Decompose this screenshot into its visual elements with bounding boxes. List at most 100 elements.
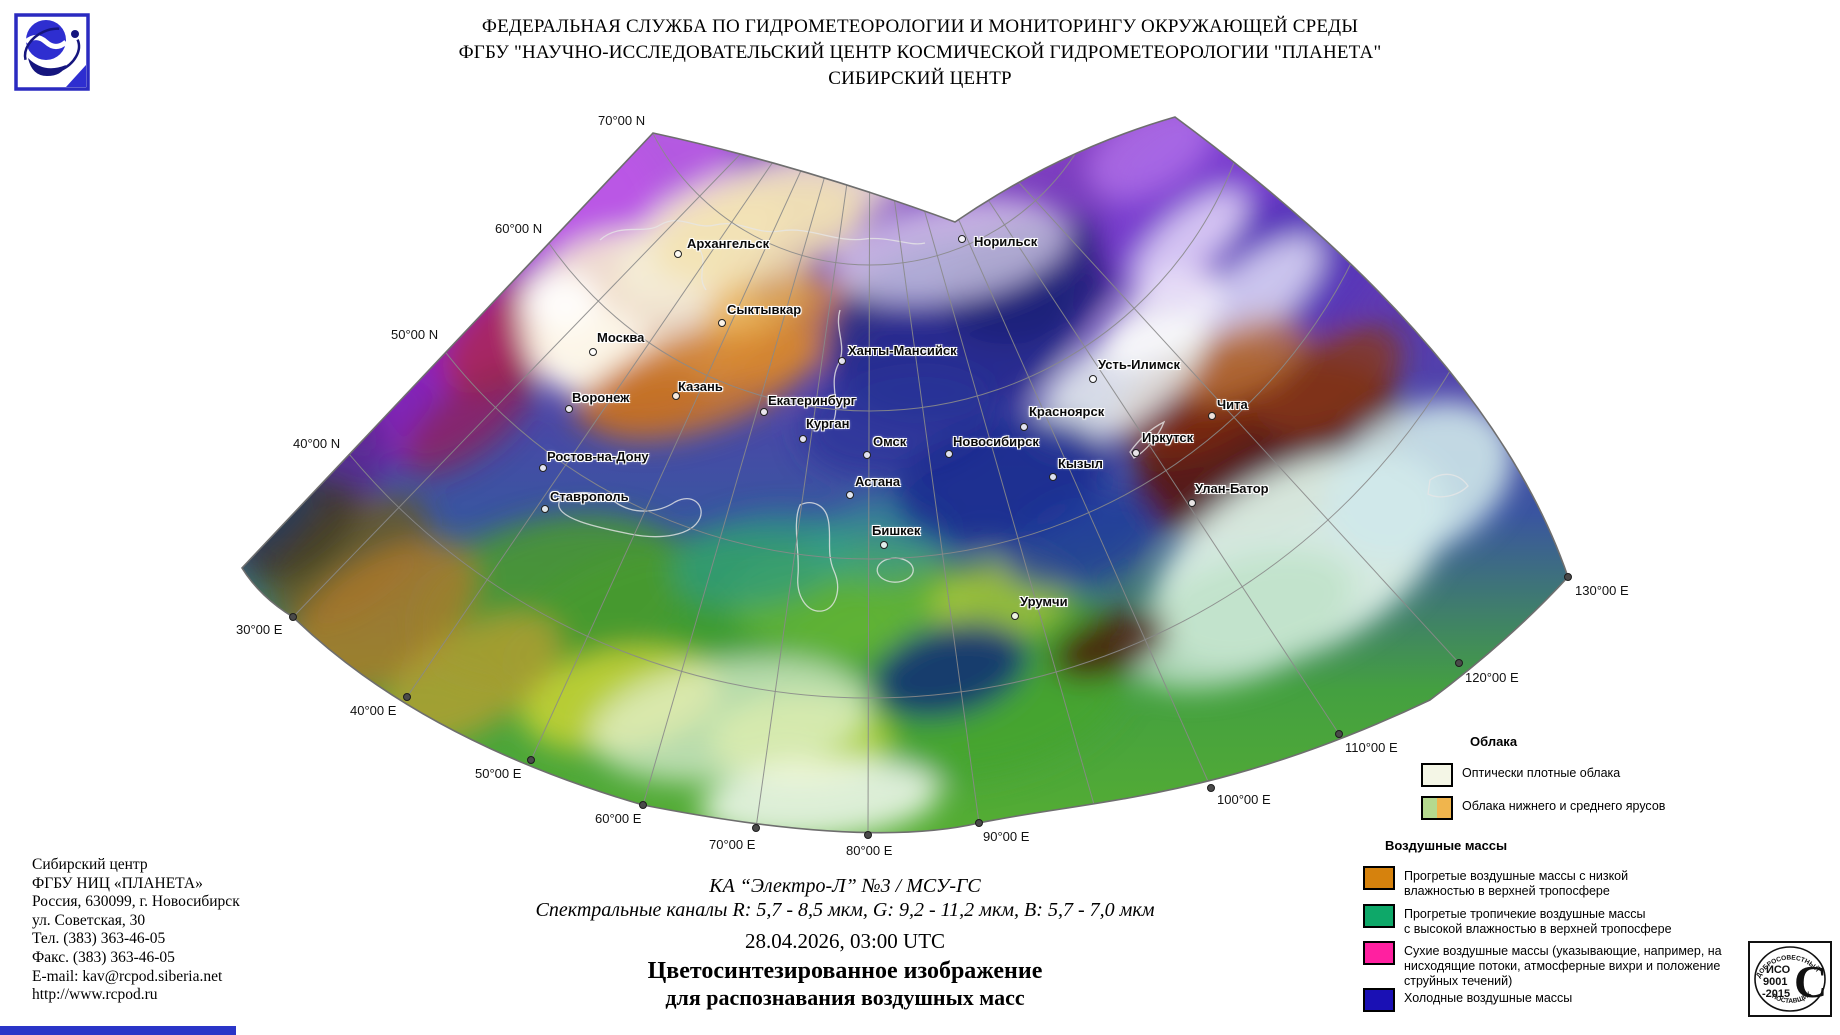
longitude-label: 60°00 E <box>595 811 642 826</box>
air-masses-legend-title: Воздушные массы <box>1385 838 1508 853</box>
contact-line: Россия, 630099, г. Новосибирск <box>32 893 240 911</box>
city-marker <box>846 491 854 499</box>
clouds-legend-title: Облака <box>1470 734 1518 749</box>
city-marker <box>760 408 768 416</box>
city-marker <box>1020 423 1028 431</box>
air-mass-legend-item: Прогретые тропичекие воздушные массы с в… <box>1363 904 1672 937</box>
svg-text:С: С <box>1794 956 1827 1007</box>
graticule-dot <box>1335 730 1343 738</box>
city-label: Ставрополь <box>550 489 629 504</box>
longitude-label: 30°00 E <box>236 622 283 637</box>
city-label: Казань <box>678 379 723 394</box>
city-marker <box>541 505 549 513</box>
air-mass-legend-item: Сухие воздушные массы (указывающие, напр… <box>1363 941 1722 989</box>
city-marker <box>589 348 597 356</box>
svg-text:9001: 9001 <box>1763 976 1787 988</box>
longitude-label: 50°00 E <box>475 766 522 781</box>
city-marker <box>945 450 953 458</box>
swatch-color <box>1365 906 1393 926</box>
city-label: Чита <box>1217 397 1248 412</box>
footer-accent-bar <box>0 1026 236 1035</box>
city-label: Астана <box>855 474 901 489</box>
swatch-color <box>1365 868 1393 888</box>
air-mass-swatch <box>1363 941 1395 965</box>
svg-text:-2015: -2015 <box>1762 988 1790 1000</box>
longitude-label: 110°00 E <box>1345 740 1398 755</box>
swatch-color <box>1365 943 1393 963</box>
clouds-legend-label: Оптически плотные облака <box>1462 766 1621 780</box>
city-label: Воронеж <box>572 390 630 405</box>
city-marker <box>1188 499 1196 507</box>
longitude-label: 70°00 E <box>709 837 756 852</box>
city-marker <box>672 392 680 400</box>
latitude-label: 60°00 N <box>495 221 543 236</box>
city-label: Курган <box>806 416 850 431</box>
longitude-label: 130°00 E <box>1575 583 1629 598</box>
city-marker <box>1132 449 1140 457</box>
latitude-label: 50°00 N <box>391 327 439 342</box>
city-marker <box>1208 412 1216 420</box>
air-mass-legend-item: Холодные воздушные массы <box>1363 988 1572 1012</box>
caption-line-2: для распознавания воздушных масс <box>665 985 1025 1010</box>
iso-9001-badge: С ИСО 9001 -2015 ДОБРОСОВЕСТНЫЙ ПОСТАВЩИ… <box>1748 941 1832 1017</box>
graticule-dot <box>289 613 297 621</box>
graticule-dot <box>403 693 411 701</box>
graticule-dot <box>527 756 535 764</box>
air-mass-legend-label: Холодные воздушные массы <box>1404 991 1573 1005</box>
city-label: Ростов-на-Дону <box>547 449 649 464</box>
contact-line: Факс. (383) 363-46-05 <box>32 948 175 966</box>
city-label: Ханты-Мансийск <box>848 343 957 358</box>
graticule-dot <box>752 824 760 832</box>
contact-line: http://www.rcpod.ru <box>32 986 158 1004</box>
city-marker <box>1089 375 1097 383</box>
iso-9001-seal-icon: С ИСО 9001 -2015 ДОБРОСОВЕСТНЫЙ ПОСТАВЩИ… <box>1754 946 1827 1012</box>
image-datetime: 28.04.2026, 03:00 UTC <box>744 929 946 953</box>
city-label: Бишкек <box>872 523 921 538</box>
city-label: Норильск <box>974 234 1038 249</box>
city-label: Москва <box>597 330 645 345</box>
air-mass-legend-item: Прогретые воздушные массы с низкой влажн… <box>1363 866 1628 899</box>
air-mass-imagery <box>242 117 1568 833</box>
city-label: Иркутск <box>1142 430 1194 445</box>
swatch-color <box>1437 798 1451 818</box>
city-label: Новосибирск <box>953 434 1039 449</box>
swatch-color <box>1423 798 1437 818</box>
city-marker <box>1011 612 1019 620</box>
spectral-channels: Спектральные каналы R: 5,7 - 8,5 мкм, G:… <box>535 899 1155 921</box>
contact-line: Тел. (383) 363-46-05 <box>32 930 166 948</box>
city-marker <box>799 435 807 443</box>
swatch-color <box>1423 765 1451 785</box>
city-marker <box>565 405 573 413</box>
map-boundary <box>240 116 1569 834</box>
satellite-name: КА “Электро-Л” №3 / МСУ-ГС <box>709 875 981 897</box>
footer-caption: КА “Электро-Л” №3 / МСУ-ГС Спектральные … <box>345 874 1345 1011</box>
city-marker <box>838 357 846 365</box>
city-label: Екатеринбург <box>768 393 857 408</box>
city-label: Красноярск <box>1029 404 1105 419</box>
air-mass-swatch <box>1363 988 1395 1012</box>
longitude-label: 100°00 E <box>1217 792 1271 807</box>
clouds-legend-label: Облака нижнего и среднего ярусов <box>1462 799 1666 813</box>
city-label: Урумчи <box>1020 594 1068 609</box>
graticule-dot <box>1455 659 1463 667</box>
city-label: Кызыл <box>1058 456 1103 471</box>
city-marker <box>718 319 726 327</box>
header-line-3: СИБИРСКИЙ ЦЕНТР <box>828 68 1012 89</box>
air-mass-swatch <box>1363 904 1395 928</box>
graticule-dot <box>864 831 872 839</box>
contact-line: E-mail: kav@rcpod.siberia.net <box>32 967 223 985</box>
graticule-dot <box>975 819 983 827</box>
longitude-label: 40°00 E <box>350 703 397 718</box>
graticule-dot <box>1207 784 1215 792</box>
latitude-label: 40°00 N <box>293 436 341 451</box>
city-label: Усть-Илимск <box>1098 357 1180 372</box>
clouds-legend-item: Облака нижнего и среднего ярусов <box>1421 796 1665 820</box>
cloud-swatch <box>1421 763 1453 787</box>
latitude-label: 70°00 N <box>598 113 646 128</box>
planeta-logo-icon <box>14 13 90 91</box>
city-marker <box>880 541 888 549</box>
caption-line-1: Цветосинтезированное изображение <box>647 958 1043 984</box>
city-marker <box>958 235 966 243</box>
air-mass-swatch <box>1363 866 1395 890</box>
